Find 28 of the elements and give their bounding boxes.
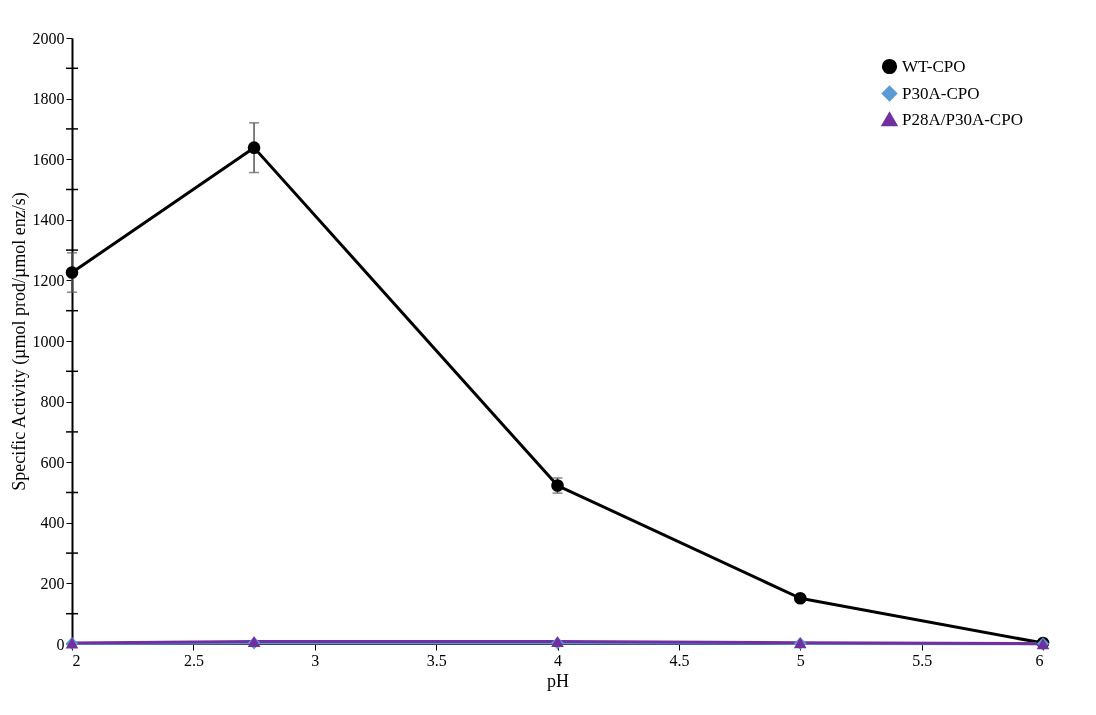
- y-axis-title: Specific Activity (µmol prod/µmol enz/s): [8, 192, 30, 491]
- legend-label: P28A/P30A-CPO: [902, 109, 1023, 129]
- y-tick-label: 400: [40, 514, 65, 532]
- x-tick-label: 5.5: [912, 651, 933, 669]
- y-tick-label: 200: [40, 574, 65, 592]
- y-tick-label: 1800: [32, 90, 65, 108]
- y-tick-label: 0: [56, 635, 65, 653]
- point: [247, 141, 261, 154]
- point: [65, 266, 79, 279]
- x-tick-label: 2: [72, 651, 81, 669]
- x-axis-title: pH: [547, 670, 569, 691]
- legend-label: P30A-CPO: [902, 83, 980, 103]
- y-tick-label: 1600: [32, 150, 65, 168]
- x-tick-label: 4: [554, 651, 562, 669]
- y-tick-label: 1000: [32, 332, 65, 350]
- legend-label: WT-CPO: [902, 56, 966, 76]
- x-tick-label: 2.5: [183, 651, 204, 669]
- y-tick-label: 2000: [32, 29, 65, 47]
- x-tick-label: 6: [1035, 651, 1044, 669]
- point: [793, 591, 807, 605]
- x-tick-label: 5: [796, 651, 805, 669]
- y-tick-label: 1200: [32, 271, 65, 289]
- x-tick-label: 3: [311, 651, 320, 669]
- y-tick-label: 1400: [32, 211, 65, 229]
- x-tick-label: 3.5: [426, 651, 447, 669]
- y-tick-label: 600: [40, 453, 65, 471]
- x-tick-label: 4.5: [669, 651, 690, 669]
- y-tick-label: 800: [40, 393, 65, 411]
